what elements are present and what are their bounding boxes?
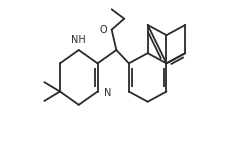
Text: NH: NH [71, 35, 86, 45]
Text: N: N [103, 88, 111, 98]
Text: O: O [99, 25, 106, 35]
